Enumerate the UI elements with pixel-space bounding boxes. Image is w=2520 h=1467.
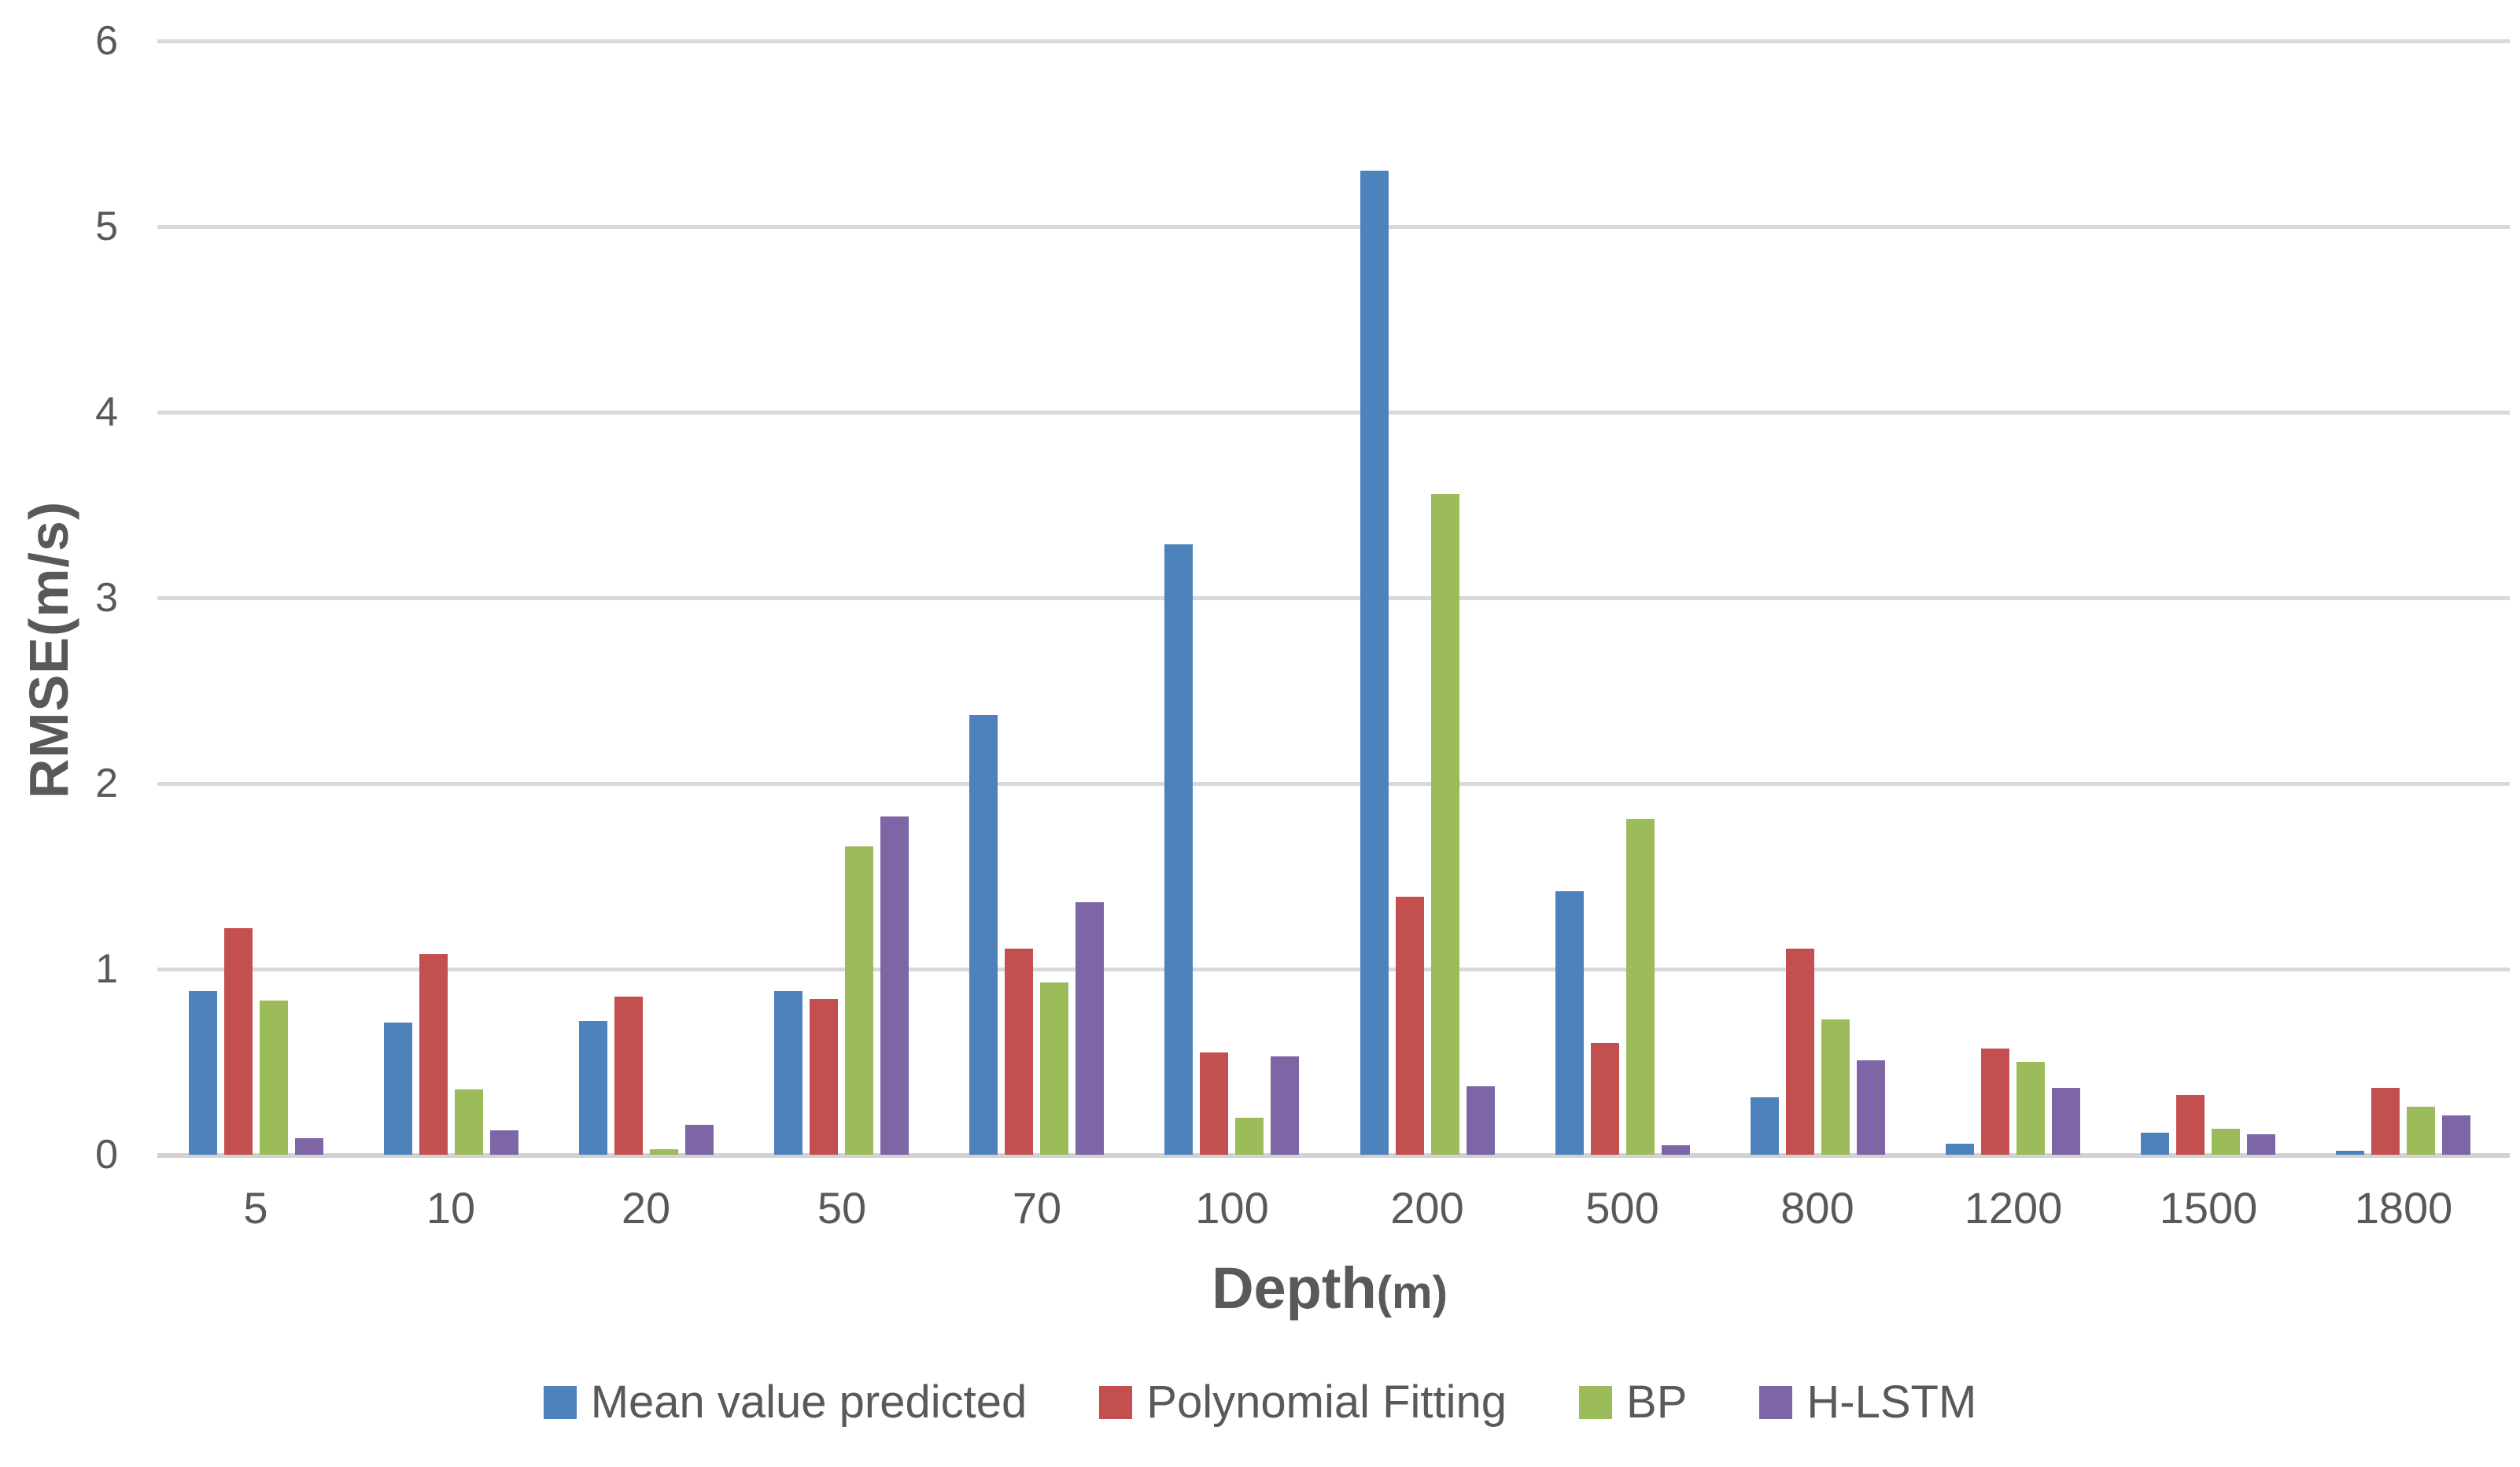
- bar-h-lstm-70: [1076, 902, 1104, 1155]
- x-tick-label-1800: 1800: [2354, 1183, 2453, 1233]
- x-axis-line: [157, 1153, 2510, 1158]
- bar-h-lstm-1200: [2052, 1088, 2080, 1155]
- y-tick-label-2: 2: [95, 761, 118, 806]
- bar-polynomial-fitting-50: [810, 999, 838, 1155]
- y-tick-label-4: 4: [95, 389, 118, 435]
- bar-mean-value-predicted-50: [774, 991, 802, 1155]
- bar-bp-100: [1235, 1118, 1264, 1155]
- x-tick-label-1500: 1500: [2159, 1183, 2258, 1233]
- bar-h-lstm-1800: [2442, 1115, 2470, 1155]
- bar-h-lstm-100: [1271, 1056, 1299, 1155]
- y-tick-label-6: 6: [95, 18, 118, 64]
- gridline-y-5: [157, 225, 2510, 229]
- bar-mean-value-predicted-500: [1555, 891, 1584, 1155]
- legend-item-polynomial-fitting: Polynomial Fitting: [1099, 1378, 1507, 1427]
- legend-swatch-bp: [1579, 1386, 1613, 1419]
- x-tick-label-100: 100: [1195, 1183, 1269, 1233]
- x-axis-title: Depth(m): [158, 1257, 2501, 1325]
- bar-mean-value-predicted-5: [189, 991, 217, 1155]
- legend: Mean value predicted Polynomial Fitting BP…: [0, 1378, 2520, 1427]
- bar-polynomial-fitting-800: [1786, 949, 1814, 1155]
- gridline-y-3: [157, 596, 2510, 600]
- bar-h-lstm-20: [685, 1125, 714, 1155]
- bar-mean-value-predicted-1500: [2141, 1133, 2169, 1155]
- legend-item-h-lstm: H-LSTM: [1759, 1378, 1976, 1427]
- bar-mean-value-predicted-1200: [1946, 1144, 1974, 1155]
- bar-mean-value-predicted-70: [969, 715, 998, 1155]
- y-tick-label-0: 0: [95, 1132, 118, 1178]
- x-tick-label-800: 800: [1780, 1183, 1854, 1233]
- x-axis-title-text: Depth: [1212, 1255, 1377, 1321]
- bar-bp-50: [845, 846, 873, 1155]
- gridline-y-2: [157, 782, 2510, 786]
- bar-h-lstm-10: [490, 1130, 518, 1155]
- bar-h-lstm-800: [1857, 1060, 1885, 1155]
- bar-h-lstm-500: [1662, 1145, 1690, 1155]
- bar-bp-70: [1040, 982, 1068, 1155]
- bar-polynomial-fitting-200: [1396, 897, 1424, 1155]
- bar-polynomial-fitting-10: [419, 954, 448, 1155]
- y-tick-label-1: 1: [95, 946, 118, 992]
- y-tick-label-3: 3: [95, 575, 118, 621]
- legend-item-bp: BP: [1579, 1378, 1687, 1427]
- y-tick-label-5: 5: [95, 204, 118, 249]
- legend-label-mean-value-predicted: Mean value predicted: [590, 1377, 1028, 1428]
- x-tick-label-5: 5: [243, 1183, 268, 1233]
- legend-swatch-polynomial-fitting: [1099, 1386, 1133, 1419]
- bar-bp-1500: [2212, 1129, 2240, 1155]
- bar-polynomial-fitting-20: [614, 997, 643, 1155]
- bar-bp-1200: [2016, 1062, 2045, 1155]
- bar-mean-value-predicted-1800: [2336, 1151, 2364, 1155]
- bar-polynomial-fitting-70: [1005, 949, 1033, 1155]
- legend-swatch-mean-value-predicted: [543, 1386, 577, 1419]
- gridline-y-4: [157, 411, 2510, 415]
- bar-polynomial-fitting-1800: [2371, 1088, 2400, 1155]
- legend-item-mean-value-predicted: Mean value predicted: [543, 1377, 1028, 1428]
- x-tick-label-500: 500: [1585, 1183, 1659, 1233]
- legend-label-bp: BP: [1626, 1377, 1688, 1428]
- bar-polynomial-fitting-100: [1200, 1052, 1228, 1155]
- x-tick-label-70: 70: [1012, 1183, 1062, 1233]
- bar-polynomial-fitting-1500: [2176, 1095, 2205, 1155]
- x-tick-label-10: 10: [426, 1183, 476, 1233]
- bar-mean-value-predicted-800: [1751, 1097, 1779, 1155]
- x-tick-label-20: 20: [621, 1183, 671, 1233]
- bar-bp-800: [1821, 1019, 1850, 1155]
- legend-label-h-lstm: H-LSTM: [1806, 1377, 1977, 1428]
- bar-bp-5: [260, 1001, 288, 1155]
- bar-bp-20: [650, 1149, 678, 1155]
- x-tick-label-50: 50: [817, 1183, 867, 1233]
- bar-polynomial-fitting-5: [224, 928, 253, 1155]
- x-tick-label-1200: 1200: [1964, 1183, 2063, 1233]
- legend-label-polynomial-fitting: Polynomial Fitting: [1146, 1377, 1507, 1428]
- gridline-y-1: [157, 968, 2510, 971]
- bar-bp-200: [1431, 494, 1459, 1155]
- bar-polynomial-fitting-1200: [1981, 1049, 2009, 1155]
- x-tick-label-200: 200: [1390, 1183, 1464, 1233]
- bar-bp-10: [455, 1089, 483, 1155]
- bar-mean-value-predicted-20: [579, 1021, 607, 1155]
- bar-mean-value-predicted-100: [1164, 544, 1193, 1155]
- bar-mean-value-predicted-200: [1360, 171, 1389, 1155]
- bar-bp-500: [1626, 819, 1655, 1155]
- bar-mean-value-predicted-10: [384, 1023, 412, 1155]
- bar-h-lstm-5: [295, 1138, 323, 1155]
- x-axis-title-unit: (m): [1376, 1267, 1448, 1318]
- bar-h-lstm-200: [1467, 1086, 1495, 1155]
- gridline-y-6: [157, 39, 2510, 43]
- bar-polynomial-fitting-500: [1591, 1043, 1619, 1155]
- bar-h-lstm-1500: [2247, 1134, 2275, 1155]
- bar-h-lstm-50: [880, 816, 909, 1155]
- bar-bp-1800: [2407, 1107, 2435, 1155]
- legend-swatch-h-lstm: [1759, 1386, 1793, 1419]
